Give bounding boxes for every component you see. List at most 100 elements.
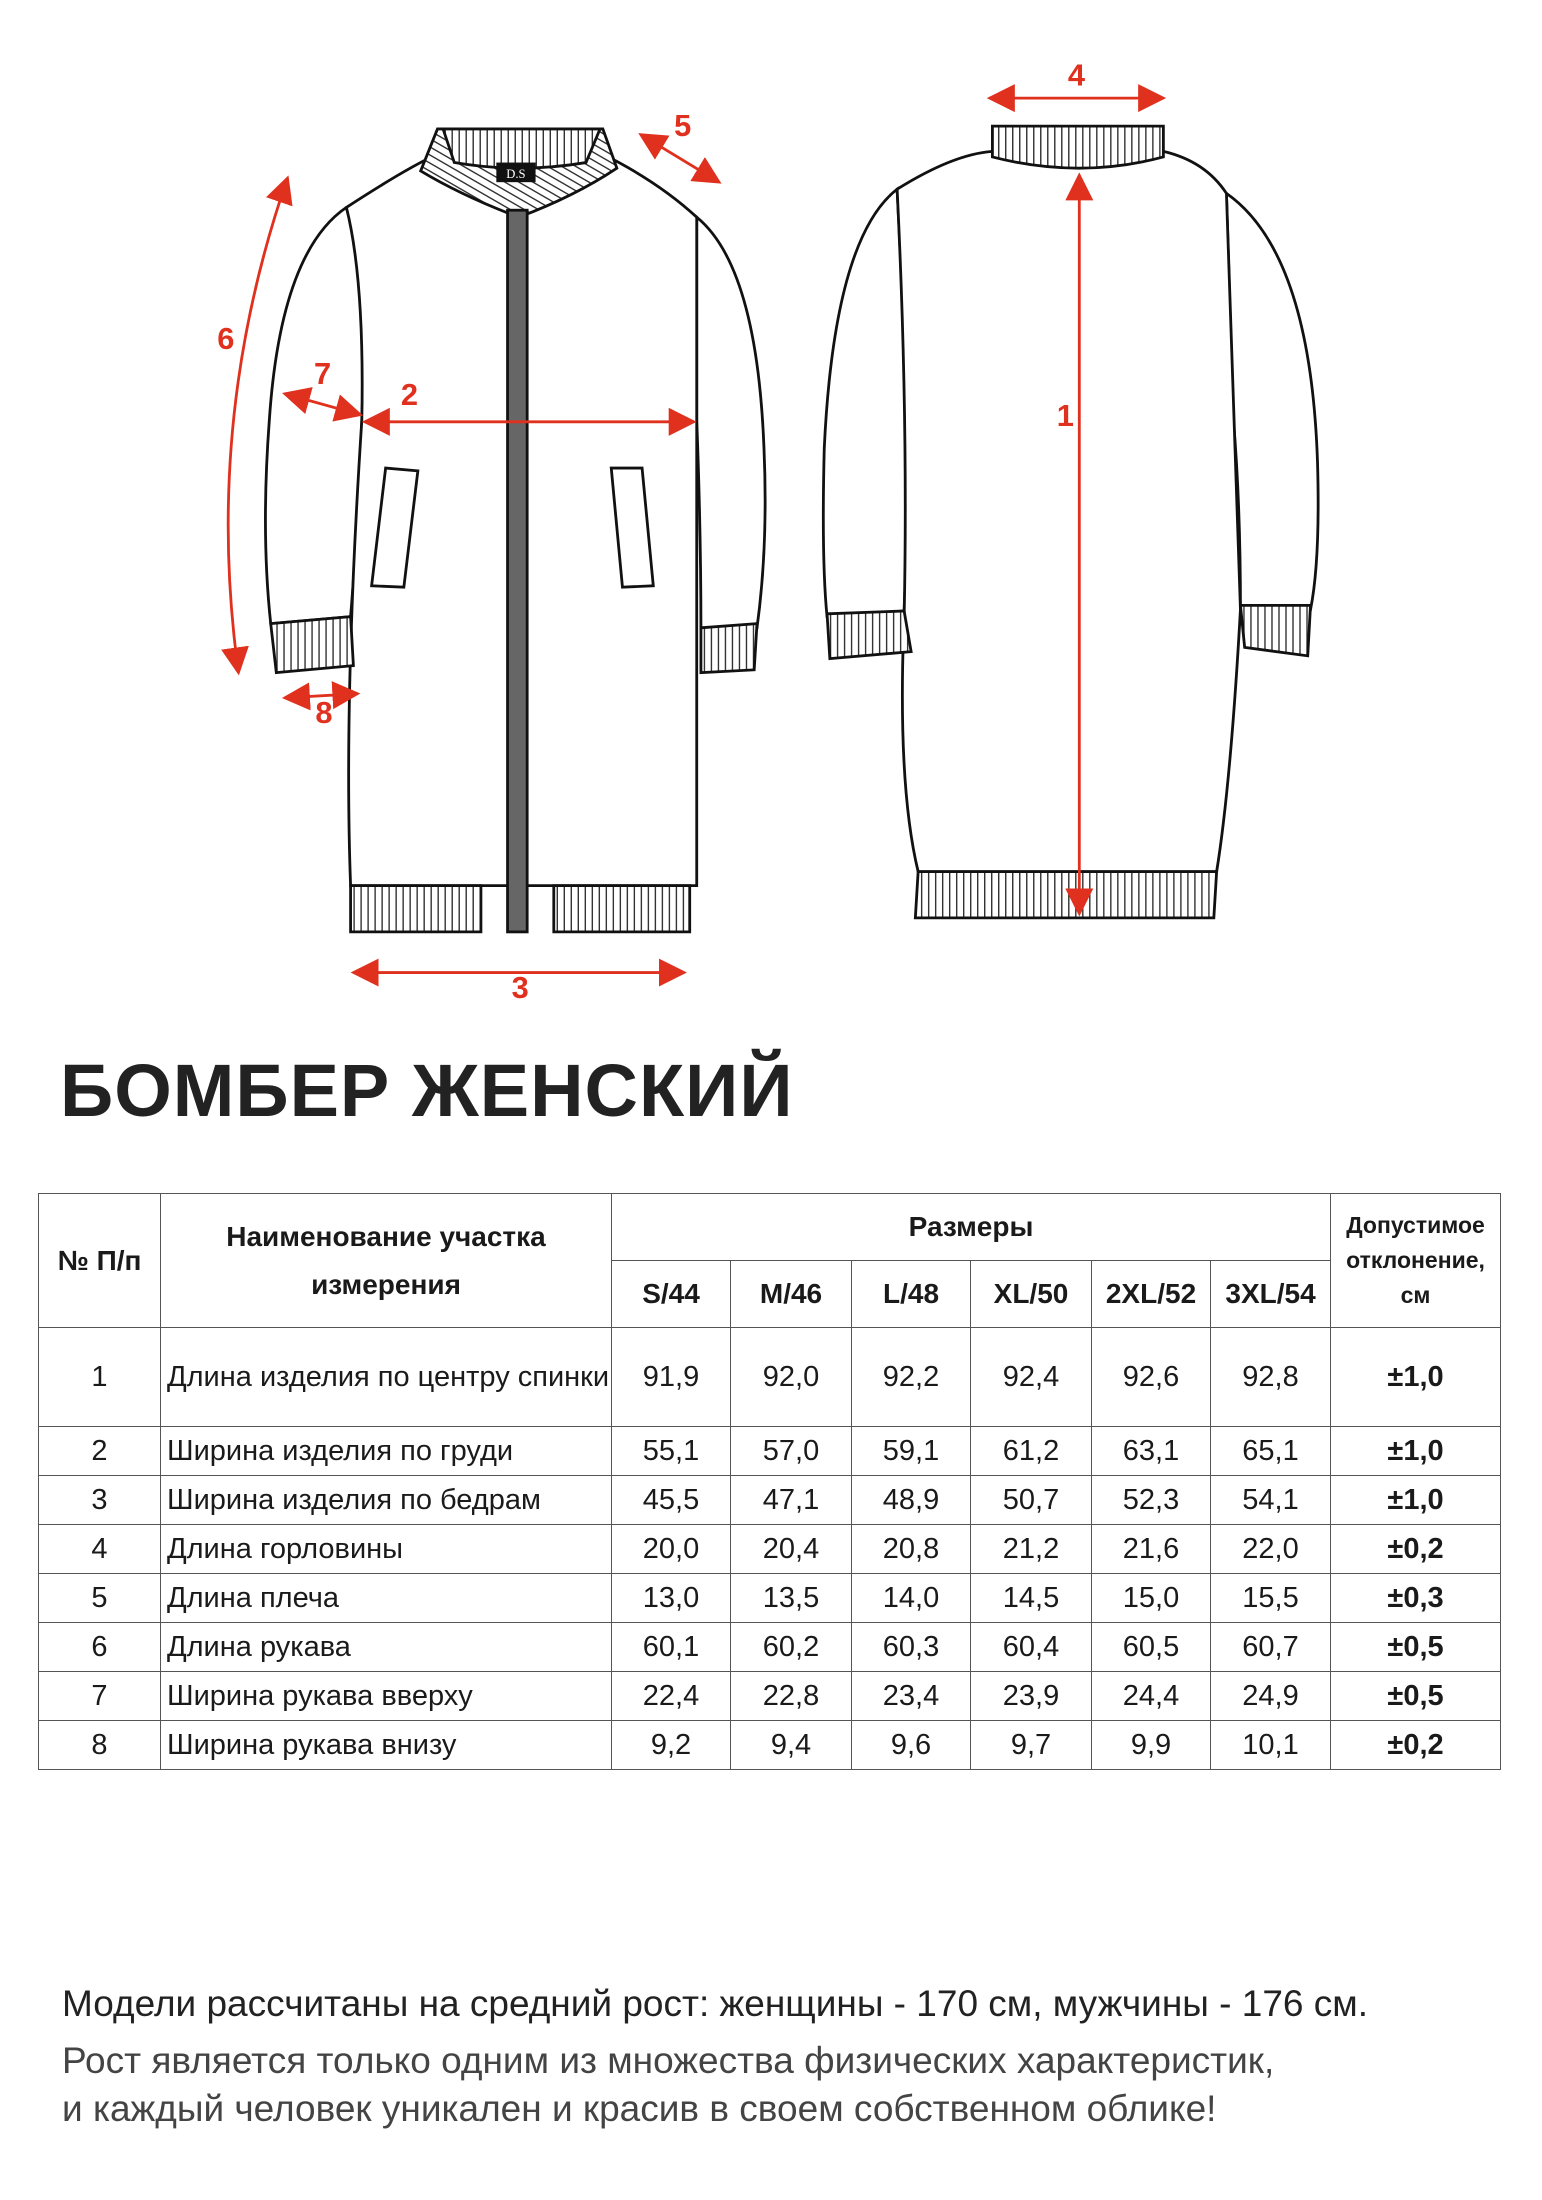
size-value: 24,4 bbox=[1091, 1671, 1211, 1721]
page-title: БОМБЕР ЖЕНСКИЙ bbox=[60, 1049, 794, 1132]
size-value: 24,9 bbox=[1209, 1671, 1332, 1721]
table-row: 7 Ширина рукава вверху 22,4 22,8 23,4 23,9 24,… bbox=[38, 1671, 1502, 1721]
footer-line-3: и каждый человек уникален и красив в сво… bbox=[62, 2088, 1217, 2129]
size-value: 15,0 bbox=[1091, 1573, 1211, 1623]
row-name: Длина изделия по центру спинки bbox=[160, 1327, 612, 1427]
header-name: Наименование участка измерения bbox=[160, 1193, 612, 1328]
size-value: 60,5 bbox=[1091, 1622, 1211, 1672]
size-value: 20,0 bbox=[611, 1524, 731, 1574]
size-value: 9,6 bbox=[851, 1720, 971, 1770]
size-value: 65,1 bbox=[1209, 1426, 1332, 1476]
table-row: 3 Ширина изделия по бедрам 45,5 47,1 48,9 50,… bbox=[38, 1475, 1502, 1525]
size-value: 14,5 bbox=[970, 1573, 1092, 1623]
arrow-8 bbox=[281, 681, 361, 711]
label-3: 3 bbox=[512, 970, 529, 1005]
bomber-technical-drawing: D.S 1 2 3 4 5 6 7 8 bbox=[217, 57, 1320, 1005]
size-value: 92,2 bbox=[851, 1327, 971, 1427]
size-header: S/44 bbox=[611, 1260, 731, 1328]
arrow-6 bbox=[221, 175, 293, 676]
row-tolerance: ±1,0 bbox=[1330, 1426, 1502, 1476]
size-value: 60,2 bbox=[730, 1622, 852, 1672]
size-header: XL/50 bbox=[970, 1260, 1092, 1328]
label-5: 5 bbox=[674, 108, 691, 143]
size-value: 45,5 bbox=[611, 1475, 731, 1525]
header-number: № П/п bbox=[38, 1193, 161, 1328]
size-value: 47,1 bbox=[730, 1475, 852, 1525]
size-value: 60,7 bbox=[1209, 1622, 1332, 1672]
size-value: 9,2 bbox=[611, 1720, 731, 1770]
front-view bbox=[264, 127, 767, 934]
brand-tag: D.S bbox=[506, 167, 525, 181]
size-value: 50,7 bbox=[970, 1475, 1092, 1525]
row-number: 4 bbox=[38, 1524, 161, 1574]
row-name: Ширина изделия по груди bbox=[160, 1426, 612, 1476]
row-number: 7 bbox=[38, 1671, 161, 1721]
arrow-7 bbox=[282, 387, 364, 422]
size-value: 57,0 bbox=[730, 1426, 852, 1476]
size-value: 21,6 bbox=[1091, 1524, 1211, 1574]
size-value: 23,4 bbox=[851, 1671, 971, 1721]
row-name: Длина рукава bbox=[160, 1622, 612, 1672]
row-name: Ширина изделия по бедрам bbox=[160, 1475, 612, 1525]
row-tolerance: ±0,3 bbox=[1330, 1573, 1502, 1623]
size-value: 10,1 bbox=[1209, 1720, 1332, 1770]
size-value: 52,3 bbox=[1091, 1475, 1211, 1525]
measurement-arrows bbox=[221, 84, 1167, 987]
size-value: 92,4 bbox=[970, 1327, 1092, 1427]
size-value: 55,1 bbox=[611, 1426, 731, 1476]
row-name: Длина плеча bbox=[160, 1573, 612, 1623]
back-view bbox=[821, 124, 1320, 920]
label-4: 4 bbox=[1068, 57, 1085, 92]
row-number: 8 bbox=[38, 1720, 161, 1770]
size-value: 21,2 bbox=[970, 1524, 1092, 1574]
label-6: 6 bbox=[217, 321, 234, 356]
size-header: L/48 bbox=[851, 1260, 971, 1328]
row-name: Ширина рукава вверху bbox=[160, 1671, 612, 1721]
size-value: 92,8 bbox=[1209, 1327, 1332, 1427]
table-row: 2 Ширина изделия по груди 55,1 57,0 59,1 61,2… bbox=[38, 1426, 1502, 1476]
size-value: 60,1 bbox=[611, 1622, 731, 1672]
size-value: 22,0 bbox=[1209, 1524, 1332, 1574]
table-row: 5 Длина плеча 13,0 13,5 14,0 14,5 15,0 15,5 ±0,3 bbox=[38, 1573, 1502, 1623]
row-number: 2 bbox=[38, 1426, 161, 1476]
row-number: 3 bbox=[38, 1475, 161, 1525]
size-value: 23,9 bbox=[970, 1671, 1092, 1721]
row-number: 6 bbox=[38, 1622, 161, 1672]
arrow-5 bbox=[638, 133, 722, 184]
size-value: 91,9 bbox=[611, 1327, 731, 1427]
table-row: 8 Ширина рукава внизу 9,2 9,4 9,6 9,7 9,9 10,1 ±… bbox=[38, 1720, 1502, 1770]
size-value: 20,4 bbox=[730, 1524, 852, 1574]
row-number: 5 bbox=[38, 1573, 161, 1623]
size-value: 60,4 bbox=[970, 1622, 1092, 1672]
size-value: 20,8 bbox=[851, 1524, 971, 1574]
size-value: 13,5 bbox=[730, 1573, 852, 1623]
header-tolerance: Допустимое отклонение, см bbox=[1330, 1193, 1502, 1328]
size-table: № П/п Наименование участка измерения Раз… bbox=[38, 1193, 1502, 1770]
size-header: 2XL/52 bbox=[1091, 1260, 1211, 1328]
size-header: 3XL/54 bbox=[1209, 1260, 1332, 1328]
table-row: 1 Длина изделия по центру спинки 91,9 92,0 9… bbox=[38, 1327, 1502, 1427]
footer-line-1: Модели рассчитаны на средний рост: женщи… bbox=[62, 1983, 1368, 2024]
size-value: 48,9 bbox=[851, 1475, 971, 1525]
size-header: M/46 bbox=[730, 1260, 852, 1328]
row-tolerance: ±0,2 bbox=[1330, 1524, 1502, 1574]
brand-label bbox=[496, 162, 536, 183]
footer-line-2: Рост является только одним из множества … bbox=[62, 2040, 1275, 2081]
row-number: 1 bbox=[38, 1327, 161, 1427]
row-name: Длина горловины bbox=[160, 1524, 612, 1574]
size-value: 92,6 bbox=[1091, 1327, 1211, 1427]
size-value: 13,0 bbox=[611, 1573, 731, 1623]
size-value: 9,7 bbox=[970, 1720, 1092, 1770]
label-8: 8 bbox=[315, 695, 332, 730]
label-2: 2 bbox=[401, 377, 418, 412]
header-sizes: Размеры bbox=[610, 1193, 1332, 1261]
row-tolerance: ±1,0 bbox=[1330, 1475, 1502, 1525]
size-value: 9,4 bbox=[730, 1720, 852, 1770]
size-value: 22,8 bbox=[730, 1671, 852, 1721]
label-7: 7 bbox=[314, 356, 331, 391]
size-value: 15,5 bbox=[1209, 1573, 1332, 1623]
label-1: 1 bbox=[1057, 398, 1074, 433]
table-row: 6 Длина рукава 60,1 60,2 60,3 60,4 60,5 60,7 ±0,… bbox=[38, 1622, 1502, 1672]
size-value: 59,1 bbox=[851, 1426, 971, 1476]
row-name: Ширина рукава внизу bbox=[160, 1720, 612, 1770]
